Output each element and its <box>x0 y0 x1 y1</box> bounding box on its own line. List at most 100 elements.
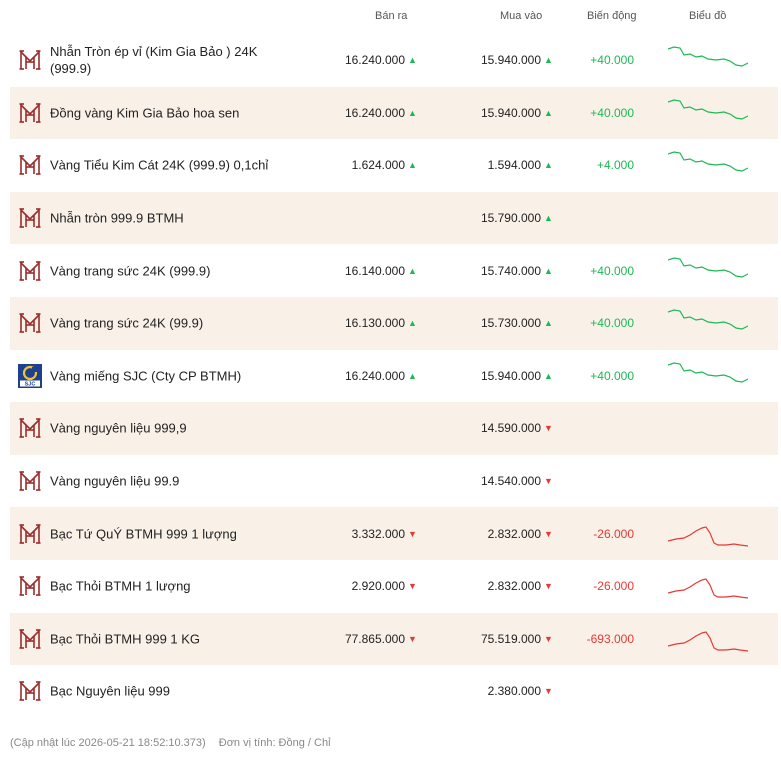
sparkline-chart[interactable] <box>668 361 748 391</box>
sell-price: 16.240.000 <box>344 105 405 120</box>
sell-price: 16.130.000 <box>344 316 405 331</box>
table-row[interactable]: Đồng vàng Kim Gia Bảo hoa sen 16.240.000 ▲… <box>10 86 778 140</box>
footer: (Cập nhật lúc 2026-05-21 18:52:10.373) Đ… <box>10 737 331 749</box>
btmh-logo-icon <box>19 260 41 281</box>
table-row[interactable]: Vàng trang sức 24K (999.9) 16.140.000 ▲ 15.… <box>10 244 778 297</box>
product-name: Vàng trang sức 24K (99.9) <box>50 315 204 331</box>
sell-price: 1.624.000 <box>351 158 405 173</box>
arrow-up-icon: ▲ <box>544 370 553 381</box>
sparkline-chart[interactable] <box>668 256 748 286</box>
product-name: Vàng nguyên liệu 999,9 <box>50 420 187 436</box>
buy-price: 2.380.000 <box>487 684 541 699</box>
product-name: Vàng miếng SJC (Cty CP BTMH) <box>50 368 242 384</box>
sparkline-chart[interactable] <box>668 98 748 128</box>
btmh-logo-icon <box>19 155 41 176</box>
arrow-up-icon: ▲ <box>544 107 553 118</box>
buy-price: 15.940.000 <box>480 53 541 68</box>
table-row[interactable]: Vàng trang sức 24K (99.9) 16.130.000 ▲ 15.7… <box>10 296 778 350</box>
sjc-logo-text: SJC <box>25 381 36 387</box>
btmh-logo-icon <box>19 208 41 228</box>
buy-price: 15.730.000 <box>480 316 541 331</box>
sell-price: 16.140.000 <box>344 263 405 278</box>
buy-price: 15.940.000 <box>480 368 541 383</box>
sparkline-chart[interactable] <box>668 150 748 180</box>
arrow-up-icon: ▲ <box>408 55 417 66</box>
table-row[interactable]: Bạc Nguyên liệu 999 2.380.000 ▼ <box>10 665 778 718</box>
product-name: Vàng nguyên liệu 99.9 <box>50 473 180 489</box>
sparkline-line <box>668 99 748 120</box>
sparkline-chart[interactable] <box>668 519 748 549</box>
sparkline-line <box>668 151 748 173</box>
product-name: Nhẫn tròn 999.9 BTMH <box>50 210 184 226</box>
sparkline-line <box>668 631 748 652</box>
arrow-up-icon: ▲ <box>408 265 417 276</box>
btmh-logo-icon <box>19 576 41 597</box>
sparkline-chart[interactable] <box>668 45 748 75</box>
arrow-up-icon: ▲ <box>408 370 417 381</box>
btmh-logo-icon <box>19 103 41 123</box>
table-row[interactable]: Bạc Thỏi BTMH 1 lượng 2.920.000 ▼ 2.832.000… <box>10 560 778 613</box>
product-name: Bạc Tứ QuÝ BTMH 999 1 lượng <box>50 526 237 542</box>
table-row[interactable]: Nhẫn tròn 999.9 BTMH 15.790.000 ▲ <box>10 191 778 245</box>
arrow-down-icon: ▼ <box>544 528 553 539</box>
arrow-down-icon: ▼ <box>544 633 553 644</box>
btmh-logo-icon <box>19 681 41 702</box>
price-change: +40.000 <box>590 368 634 383</box>
arrow-up-icon: ▲ <box>408 318 417 329</box>
arrow-down-icon: ▼ <box>408 528 417 539</box>
sparkline-chart[interactable] <box>668 308 748 338</box>
header-buy: Mua vào <box>500 10 543 22</box>
arrow-up-icon: ▲ <box>544 318 553 329</box>
btmh-logo-icon <box>19 471 41 491</box>
price-change: +40.000 <box>590 53 634 68</box>
sparkline-line <box>668 257 748 278</box>
arrow-up-icon: ▲ <box>408 107 417 118</box>
product-name: Vàng Tiểu Kim Cát 24K (999.9) 0,1chỉ <box>50 157 269 173</box>
sell-price: 2.920.000 <box>351 579 405 594</box>
buy-price: 15.940.000 <box>480 105 541 120</box>
btmh-logo-icon <box>19 50 41 71</box>
product-name: Bạc Nguyên liệu 999 <box>50 683 170 699</box>
sparkline-line <box>668 309 748 330</box>
btmh-logo-icon <box>19 629 41 649</box>
sparkline-line <box>668 525 748 547</box>
arrow-down-icon: ▼ <box>544 476 553 487</box>
sparkline-chart[interactable] <box>668 624 748 654</box>
buy-price: 2.832.000 <box>487 579 541 594</box>
table-header: Bán ra Mua vào Biến động Biểu đồ <box>0 0 781 32</box>
sparkline-chart[interactable] <box>668 571 748 601</box>
product-name: Nhẫn Tròn ép vỉ (Kim Gia Bảo ) 24K (999.… <box>50 44 258 77</box>
buy-price: 15.740.000 <box>480 263 541 278</box>
price-change: -26.000 <box>593 579 634 594</box>
arrow-down-icon: ▼ <box>408 581 417 592</box>
table-row[interactable]: Vàng nguyên liệu 99.9 14.540.000 ▼ <box>10 455 778 508</box>
sell-price: 16.240.000 <box>344 368 405 383</box>
table-row[interactable]: Bạc Tứ QuÝ BTMH 999 1 lượng 3.332.000 ▼ 2.8… <box>10 507 778 560</box>
sparkline-line <box>668 578 748 599</box>
price-change: +4.000 <box>596 158 634 173</box>
arrow-up-icon: ▲ <box>408 160 417 171</box>
unit-note: Đơn vị tính: Đồng / Chỉ <box>218 737 331 749</box>
arrow-down-icon: ▼ <box>544 423 553 434</box>
arrow-up-icon: ▲ <box>544 160 553 171</box>
table-row[interactable]: SJC Vàng miếng SJC (Cty CP BTMH) 16.240.00… <box>10 350 778 403</box>
table-row[interactable]: Bạc Thỏi BTMH 999 1 KG 77.865.000 ▼ 75.519.… <box>10 612 778 666</box>
buy-price: 14.590.000 <box>480 421 541 436</box>
product-name: Vàng trang sức 24K (999.9) <box>50 263 211 279</box>
buy-price: 75.519.000 <box>480 631 541 646</box>
arrow-down-icon: ▼ <box>408 633 417 644</box>
table-row[interactable]: Vàng Tiểu Kim Cát 24K (999.9) 0,1chỉ 1.62… <box>10 139 778 192</box>
table-row[interactable]: Nhẫn Tròn ép vỉ (Kim Gia Bảo ) 24K (999.… <box>10 34 778 87</box>
arrow-up-icon: ▲ <box>544 265 553 276</box>
price-rows: Nhẫn Tròn ép vỉ (Kim Gia Bảo ) 24K (999.… <box>10 34 778 718</box>
product-name: Đồng vàng Kim Gia Bảo hoa sen <box>50 105 240 121</box>
table-row[interactable]: Vàng nguyên liệu 999,9 14.590.000 ▼ <box>10 402 778 455</box>
sell-price: 3.332.000 <box>351 526 405 541</box>
buy-price: 2.832.000 <box>487 526 541 541</box>
price-change: +40.000 <box>590 263 634 278</box>
btmh-logo-icon <box>19 313 41 334</box>
btmh-logo-icon <box>19 418 41 439</box>
buy-price: 15.790.000 <box>480 211 541 226</box>
header-change: Biến động <box>587 10 637 22</box>
arrow-up-icon: ▲ <box>544 55 553 66</box>
